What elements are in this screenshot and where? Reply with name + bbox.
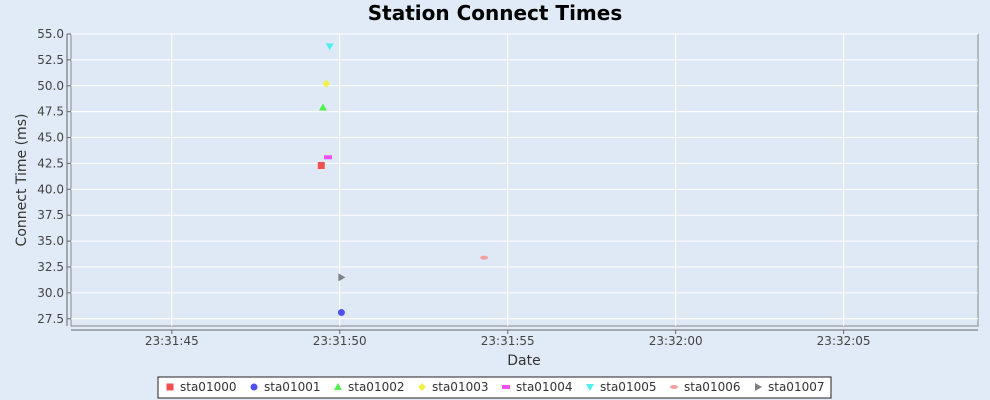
legend: sta01000 sta01001 sta01002 sta01003 sta01004… <box>166 380 824 394</box>
y-tick-label: 37.5 <box>37 208 64 222</box>
legend-label: sta01000 <box>180 380 236 394</box>
y-axis-label: Connect Time (ms) <box>14 114 30 247</box>
data-point-sta01000 <box>317 162 325 170</box>
legend-label: sta01003 <box>432 380 488 394</box>
x-tick-label: 23:31:50 <box>313 334 367 348</box>
legend-label: sta01001 <box>264 380 320 394</box>
legend-marker-sta01001 <box>250 383 258 391</box>
legend-marker-sta01005 <box>586 384 594 391</box>
x-tick-label: 23:32:05 <box>817 334 871 348</box>
data-point-sta01005 <box>325 43 334 51</box>
y-tick-label: 52.5 <box>37 53 64 67</box>
legend-item-sta01007: sta01007 <box>755 380 824 394</box>
y-tick-label: 32.5 <box>37 260 64 274</box>
legend-item-sta01000: sta01000 <box>166 380 236 394</box>
legend-item-sta01005: sta01005 <box>586 380 656 394</box>
y-tick-label: 27.5 <box>37 312 64 326</box>
legend-marker-sta01006 <box>670 385 678 389</box>
legend-item-sta01004: sta01004 <box>502 380 572 394</box>
legend-box <box>157 376 832 399</box>
x-axis-label: Date <box>507 353 540 369</box>
y-tick-label: 42.5 <box>37 156 64 170</box>
y-tick-label: 35.0 <box>37 234 64 248</box>
data-point-sta01007 <box>338 273 346 282</box>
legend-label: sta01002 <box>348 380 404 394</box>
data-points <box>317 43 489 317</box>
legend-label: sta01005 <box>600 380 656 394</box>
y-axis: 27.5 30.0 32.5 35.0 37.5 40.0 42.5 45.0 47.5 50.0… <box>37 27 71 326</box>
data-point-sta01004 <box>323 155 332 160</box>
legend-label: sta01007 <box>768 380 824 394</box>
legend-marker-sta01003 <box>418 383 426 391</box>
data-point-sta01001 <box>337 309 345 317</box>
legend-marker-sta01002 <box>334 383 342 390</box>
legend-marker-sta01000 <box>166 383 174 391</box>
legend-marker-sta01004 <box>502 385 510 389</box>
y-tick-label: 50.0 <box>37 79 64 93</box>
y-tick-label: 55.0 <box>37 27 64 41</box>
legend-item-sta01001: sta01001 <box>250 380 320 394</box>
x-tick-label: 23:31:45 <box>145 334 199 348</box>
y-tick-label: 30.0 <box>37 286 64 300</box>
y-tick-label: 40.0 <box>37 182 64 196</box>
plot-area <box>70 33 979 327</box>
x-tick-label: 23:32:00 <box>649 334 703 348</box>
chart-title: Station Connect Times <box>368 1 622 25</box>
legend-item-sta01002: sta01002 <box>334 380 404 394</box>
legend-label: sta01006 <box>684 380 740 394</box>
data-point-sta01006 <box>480 255 489 260</box>
legend-label: sta01004 <box>516 380 572 394</box>
data-point-sta01002 <box>318 103 327 111</box>
data-point-sta01003 <box>322 79 331 88</box>
legend-marker-sta01007 <box>755 383 762 391</box>
x-tick-label: 23:31:55 <box>481 334 535 348</box>
legend-item-sta01006: sta01006 <box>670 380 740 394</box>
legend-item-sta01003: sta01003 <box>418 380 488 394</box>
y-tick-label: 47.5 <box>37 105 64 119</box>
x-axis: 23:31:45 23:31:50 23:31:55 23:32:00 23:32:05 <box>71 329 978 348</box>
y-tick-label: 45.0 <box>37 131 64 145</box>
